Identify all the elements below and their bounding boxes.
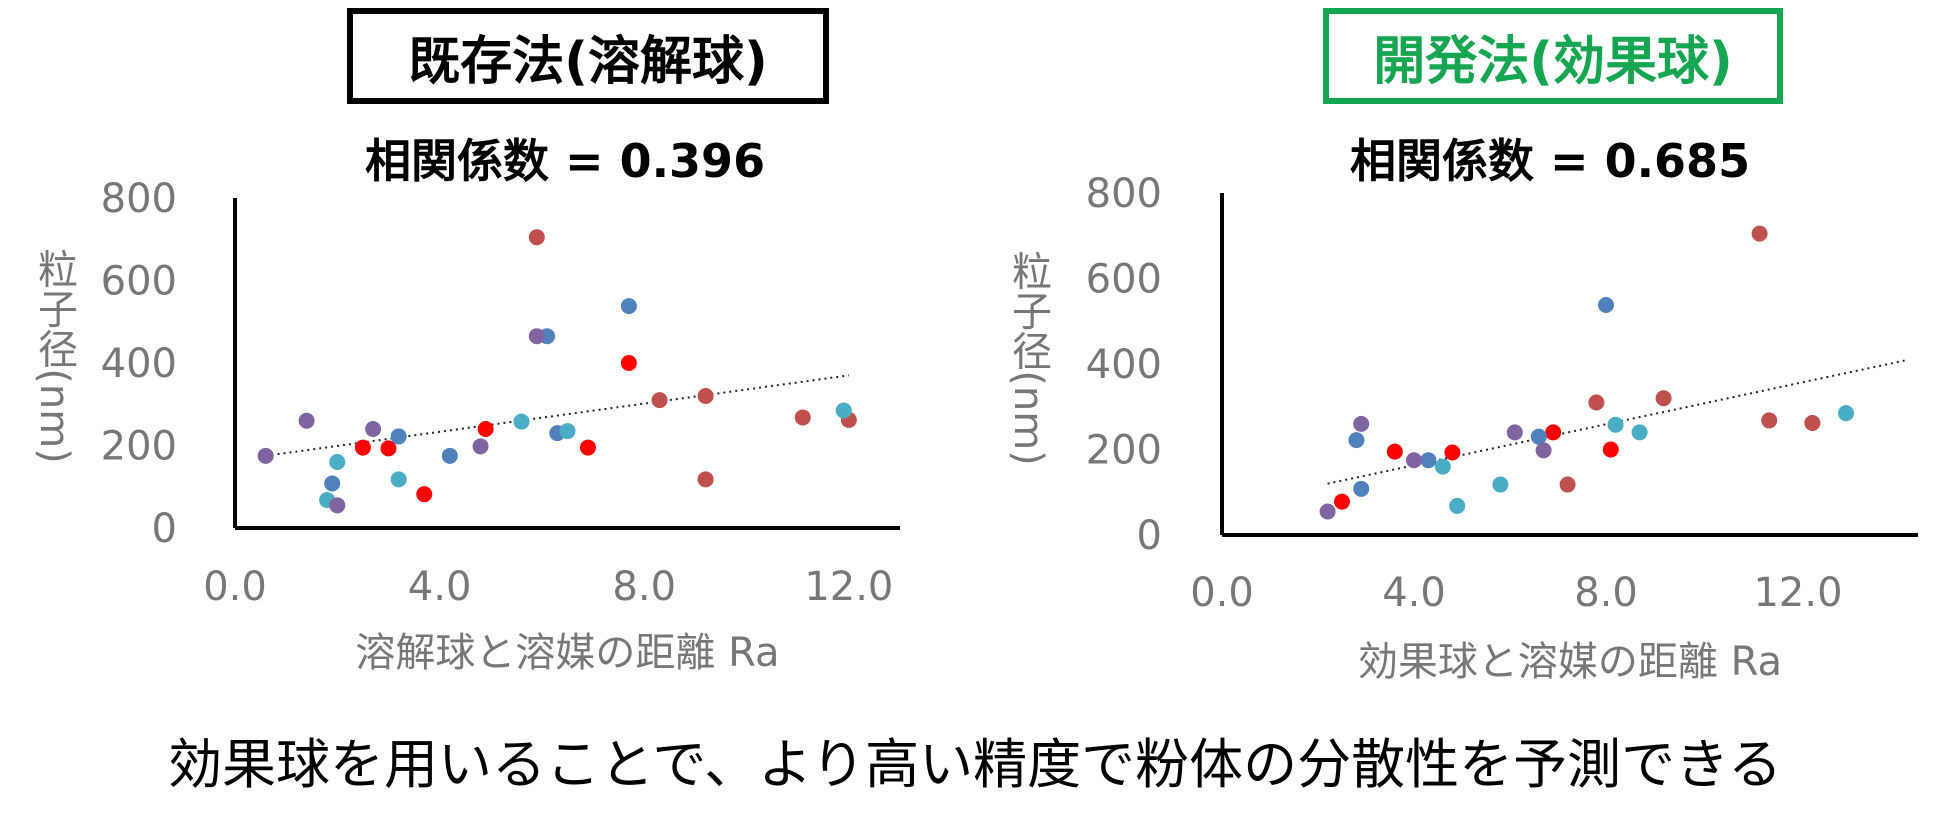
x-tick-label: 8.0 xyxy=(1574,570,1638,616)
data-point xyxy=(1444,444,1461,461)
y-tick-label: 600 xyxy=(101,259,177,305)
data-point xyxy=(697,388,714,404)
footer-caption: 効果球を用いることで、より高い精度で粉体の分散性を予測できる xyxy=(167,733,1783,796)
y-tick-label: 800 xyxy=(1086,171,1162,217)
data-point xyxy=(1406,452,1422,469)
data-point xyxy=(1655,390,1672,407)
data-point xyxy=(1602,441,1619,458)
x-tick-label: 4.0 xyxy=(408,564,472,610)
data-point xyxy=(257,447,274,464)
data-point xyxy=(1559,476,1576,493)
method-label-existing: 既存法(溶解球) xyxy=(347,8,829,104)
data-point xyxy=(1588,394,1605,411)
y-tick-label: 0 xyxy=(1137,513,1162,559)
data-point xyxy=(1434,458,1451,475)
panel-new-method: 開発法(効果球) 相関係数 = 0.685 xyxy=(975,0,1950,700)
data-point xyxy=(1420,452,1437,469)
x-tick-label: 12.0 xyxy=(1753,570,1842,616)
data-point xyxy=(579,439,596,456)
y-tick-label: 800 xyxy=(101,176,177,222)
data-point xyxy=(651,392,668,409)
chart-existing-method: 0 200 400 600 800 0.0 4.0 8.0 12.0 溶解球と溶媒の距離 Ra 粒子… xyxy=(31,176,900,676)
data-point xyxy=(1353,415,1370,432)
chart-new-method: 0 200 400 600 800 0.0 4.0 8.0 12.0 効果球と溶媒の距離 Ra 粒子… xyxy=(1005,171,1918,685)
x-tick-label: 0.0 xyxy=(203,564,267,610)
data-point xyxy=(298,412,315,429)
data-point xyxy=(1545,424,1562,441)
data-point xyxy=(559,423,576,440)
data-point xyxy=(1607,416,1624,433)
y-axis-label: 粒子径(nm) xyxy=(1005,250,1051,466)
data-point xyxy=(329,454,346,470)
data-point xyxy=(416,486,433,503)
data-point xyxy=(1506,424,1523,441)
data-point xyxy=(324,475,341,492)
scatter-plots: 0 200 400 600 800 0.0 4.0 8.0 12.0 溶解球と溶媒の距離 Ra 粒子… xyxy=(31,171,1918,685)
data-point xyxy=(441,447,458,464)
y-tick-label: 400 xyxy=(101,341,177,387)
correlation-label-existing: 相関係数 = 0.396 xyxy=(365,134,766,188)
data-point xyxy=(620,355,637,371)
data-point xyxy=(1631,424,1648,441)
data-point xyxy=(528,229,545,246)
y-tick-label: 200 xyxy=(101,424,177,470)
data-point xyxy=(1492,476,1509,493)
data-point xyxy=(1319,503,1336,520)
data-point xyxy=(1386,443,1403,460)
data-point xyxy=(390,471,407,488)
x-tick-label: 0.0 xyxy=(1190,570,1254,616)
x-tick-label: 4.0 xyxy=(1382,570,1446,616)
data-point xyxy=(477,421,494,437)
data-point xyxy=(1804,414,1821,431)
y-tick-label: 600 xyxy=(1086,257,1162,303)
data-point xyxy=(390,428,407,445)
panel-existing-method: 既存法(溶解球) 相関係数 = 0.396 xyxy=(0,0,975,700)
data-point xyxy=(1449,497,1466,514)
data-point xyxy=(329,497,346,514)
data-point xyxy=(472,438,489,455)
data-point xyxy=(1751,225,1768,242)
y-tick-label: 200 xyxy=(1086,428,1162,474)
y-axis-label: 粒子径(nm) xyxy=(31,248,77,464)
data-point xyxy=(528,328,545,345)
correlation-label-new: 相関係数 = 0.685 xyxy=(1350,134,1751,188)
data-point xyxy=(1348,432,1365,449)
data-point xyxy=(380,440,397,457)
data-point xyxy=(354,439,371,456)
x-tick-label: 8.0 xyxy=(612,564,676,610)
data-point xyxy=(697,471,714,488)
y-tick-label: 400 xyxy=(1086,342,1162,388)
y-tick-label: 0 xyxy=(152,506,177,552)
data-point xyxy=(1353,480,1370,497)
data-point xyxy=(794,409,811,426)
data-point xyxy=(1530,428,1547,445)
data-point xyxy=(835,402,852,419)
x-axis-label: 効果球と溶媒の距離 Ra xyxy=(1358,639,1782,685)
data-point xyxy=(1334,493,1350,510)
trendline xyxy=(265,374,849,457)
data-point xyxy=(620,298,637,315)
x-tick-label: 12.0 xyxy=(804,564,893,610)
data-point xyxy=(513,413,530,430)
data-point xyxy=(1598,297,1614,314)
method-label-new: 開発法(効果球) xyxy=(1323,8,1783,104)
data-point xyxy=(1838,405,1854,422)
data-point xyxy=(365,421,382,437)
data-point xyxy=(1535,442,1552,459)
data-point xyxy=(1761,412,1778,429)
x-axis-label: 溶解球と溶媒の距離 Ra xyxy=(355,630,779,676)
